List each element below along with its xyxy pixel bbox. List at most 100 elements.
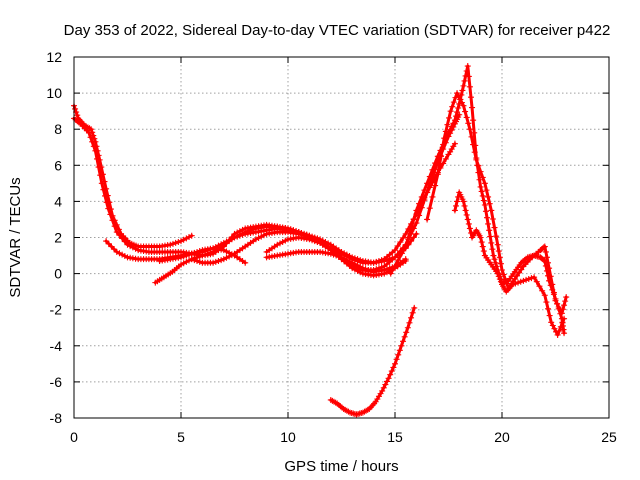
data-point [496,254,503,261]
data-point [382,381,389,388]
data-point [410,234,417,241]
data-point [335,253,342,260]
data-point [402,257,409,264]
data-point [365,266,372,273]
data-point [111,223,118,230]
data-point [402,230,409,237]
data-point [449,103,456,110]
x-tick-label: 5 [177,429,185,445]
data-point [432,182,439,189]
data-point [226,249,233,256]
data-point [490,252,497,259]
data-point [333,252,340,259]
data-point [481,180,488,187]
series-track-e [263,140,458,266]
series-track-h [156,245,249,266]
y-tick-label: 0 [54,266,62,282]
data-point [367,267,374,274]
data-point [543,254,550,261]
data-point [509,281,516,288]
data-point [523,276,530,283]
data-point [406,319,413,326]
data-point [132,245,139,252]
data-point [542,248,549,255]
data-point [94,155,101,162]
data-point [239,230,246,237]
data-point [454,90,461,97]
data-point [525,276,532,283]
data-point [460,82,467,89]
data-point [462,108,469,115]
data-point [461,202,468,209]
data-point [370,268,377,275]
data-point [413,230,420,237]
data-point [436,162,443,169]
data-point [394,243,401,250]
data-point [387,371,394,378]
data-point [452,113,459,120]
series-track-i [263,248,377,275]
series-track-early [71,102,195,250]
data-point [444,121,451,128]
data-point [447,108,454,115]
data-point [552,297,559,304]
data-point [466,83,473,90]
data-point [545,305,552,312]
data-point [439,144,446,151]
data-point [183,252,190,259]
data-point [485,220,492,227]
data-point [493,233,500,240]
data-point [383,378,390,385]
data-point [287,226,294,233]
data-point [373,266,380,273]
data-point [452,94,459,101]
data-point [401,333,408,340]
data-point [178,238,184,245]
data-point [488,239,495,246]
series-line [265,142,457,265]
series-line [153,113,461,285]
data-point [546,312,553,319]
data-point [169,240,176,247]
data-point [450,120,457,127]
data-point [512,280,519,287]
data-point [429,166,436,173]
data-point [426,205,433,212]
data-point [489,215,496,222]
data-point [175,239,182,246]
data-point [460,198,467,205]
data-point [172,239,179,246]
data-point [495,273,502,280]
data-point [483,187,490,194]
data-point [446,114,453,121]
data-point [212,258,219,265]
data-point [426,173,433,180]
data-point [220,247,227,254]
data-point [109,217,116,224]
data-point [274,241,281,248]
y-tick-label: 12 [46,49,62,65]
data-point [220,256,227,263]
data-point [549,281,556,288]
data-point [464,216,471,223]
data-point [520,277,527,284]
data-point [383,269,390,276]
data-point [477,183,484,190]
data-point [468,133,475,140]
series-track-d [152,111,463,286]
series-line [389,64,566,335]
data-point [466,126,473,133]
data-point [485,193,492,200]
data-point [178,261,184,268]
data-point [279,239,286,246]
data-point [477,168,484,175]
data-point [442,155,449,162]
data-point [481,202,488,209]
data-point [398,342,405,349]
data-point [236,231,243,238]
data-point [231,234,238,241]
data-point [398,250,405,257]
y-tick-label: -8 [50,410,63,426]
data-point [375,257,382,264]
data-point [563,294,570,301]
